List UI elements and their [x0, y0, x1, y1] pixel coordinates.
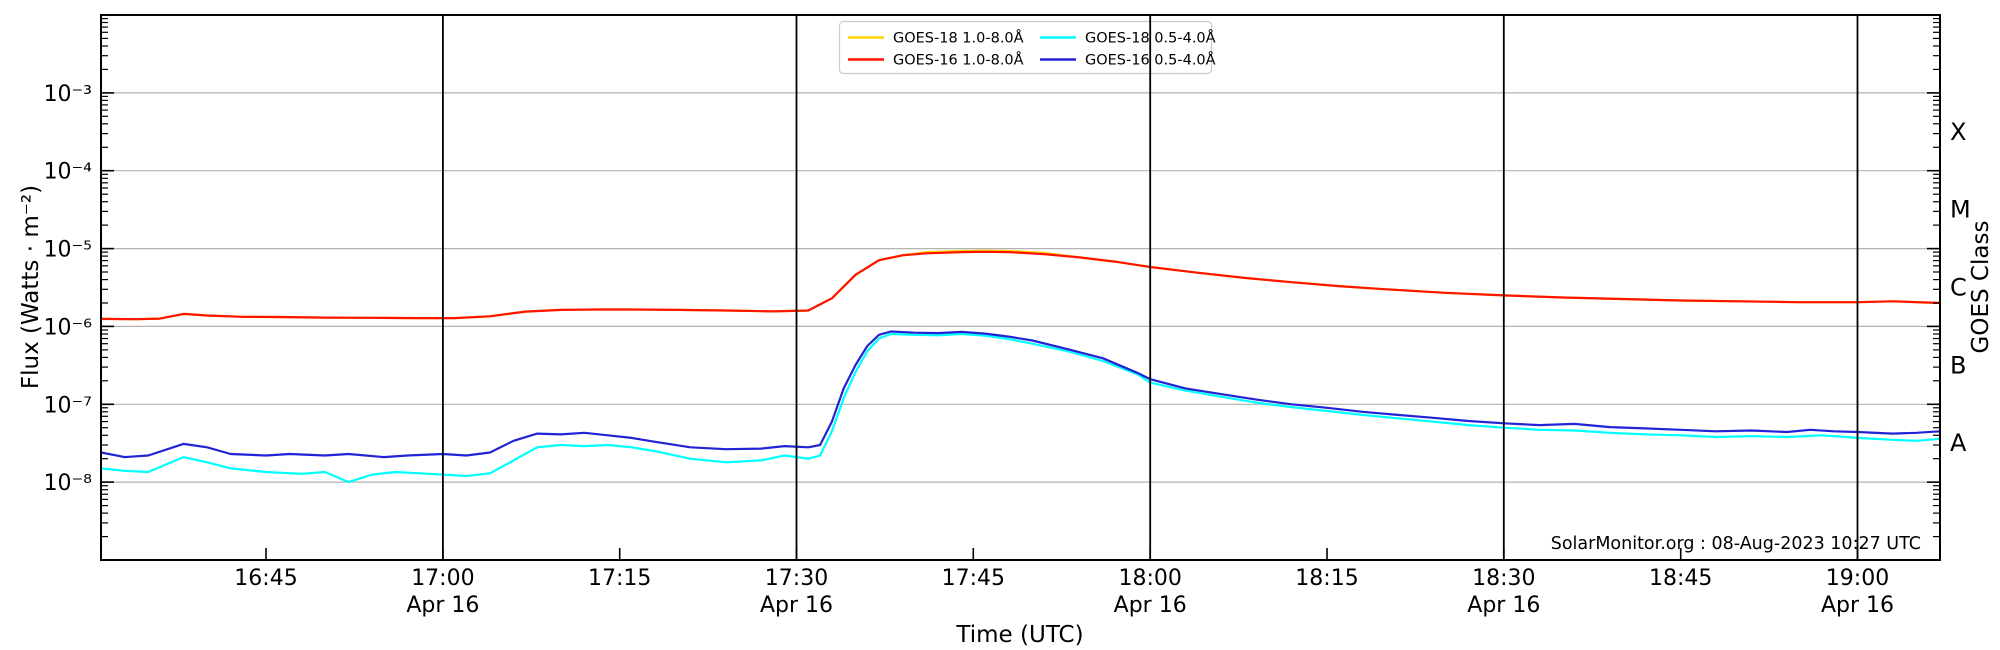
date-vlines [441, 15, 1859, 560]
x-axis-label: Time (UTC) [955, 622, 1083, 648]
x-tick-label: 16:45 [234, 566, 297, 591]
flux-curve-goes-18-1.0-8.0å [101, 249, 1940, 321]
goes-class-letter: C [1950, 274, 1967, 302]
y-tick-label: 10⁻⁷ [44, 393, 92, 418]
y-tick-label: 10⁻⁶ [44, 315, 93, 340]
attribution-text: SolarMonitor.org : 08-Aug-2023 10:27 UTC [1551, 534, 1921, 554]
y-tick-label: 10⁻³ [44, 82, 92, 107]
goes-class-letter: B [1950, 351, 1966, 379]
x-tick-label: 18:00 [1118, 566, 1181, 591]
x-date-label: Apr 16 [406, 593, 479, 618]
legend-box [838, 20, 1213, 75]
goes-class-letter: A [1950, 429, 1967, 457]
x-tick-label: 17:30 [765, 566, 828, 591]
x-date-label: Apr 16 [1821, 593, 1894, 618]
x-date-label: Apr 16 [1114, 593, 1187, 618]
x-date-label: Apr 16 [760, 593, 833, 618]
y-tick-label: 10⁻⁴ [44, 160, 93, 185]
flux-curve-goes-16-1.0-8.0å [101, 250, 1940, 321]
right-axis-label: GOES Class [1968, 221, 1994, 354]
x-tick-label: 19:00 [1826, 566, 1889, 591]
goes-class-letter: X [1950, 118, 1966, 146]
goes-class-letters: X M C B A [1950, 118, 1971, 457]
y-tick-labels: 10⁻³ 10⁻⁴ 10⁻⁵ 10⁻⁶ 10⁻⁷ 10⁻⁸ [44, 82, 93, 496]
y-tick-label: 10⁻⁸ [44, 471, 93, 496]
x-tick-label: 17:15 [588, 566, 651, 591]
y-tick-label: 10⁻⁵ [44, 238, 92, 263]
x-tick-label: 18:45 [1649, 566, 1712, 591]
legend: GOES-18 1.0-8.0Å GOES-16 1.0-8.0Å GOES-1… [838, 20, 1216, 75]
flux-curves [101, 249, 1940, 484]
goes-class-letter: M [1950, 196, 1971, 224]
x-tick-label: 18:15 [1295, 566, 1358, 591]
x-tick-label: 17:45 [942, 566, 1005, 591]
plot-frame [100, 14, 1941, 561]
flux-curve-goes-18-0.5-4.0å [101, 332, 1940, 484]
x-tick-label: 18:30 [1472, 566, 1535, 591]
legend-item-goes18-long: GOES-18 1.0-8.0Å [893, 30, 1024, 47]
gridlines [101, 92, 1940, 483]
y-axis-label: Flux (Watts · m⁻²) [18, 185, 44, 389]
x-tick-label: 17:00 [411, 566, 474, 591]
flux-curve-goes-16-0.5-4.0å [101, 330, 1940, 459]
x-date-label: Apr 16 [1467, 593, 1540, 618]
axis-ticks [101, 18, 1940, 560]
legend-item-goes16-long: GOES-16 1.0-8.0Å [893, 52, 1024, 69]
